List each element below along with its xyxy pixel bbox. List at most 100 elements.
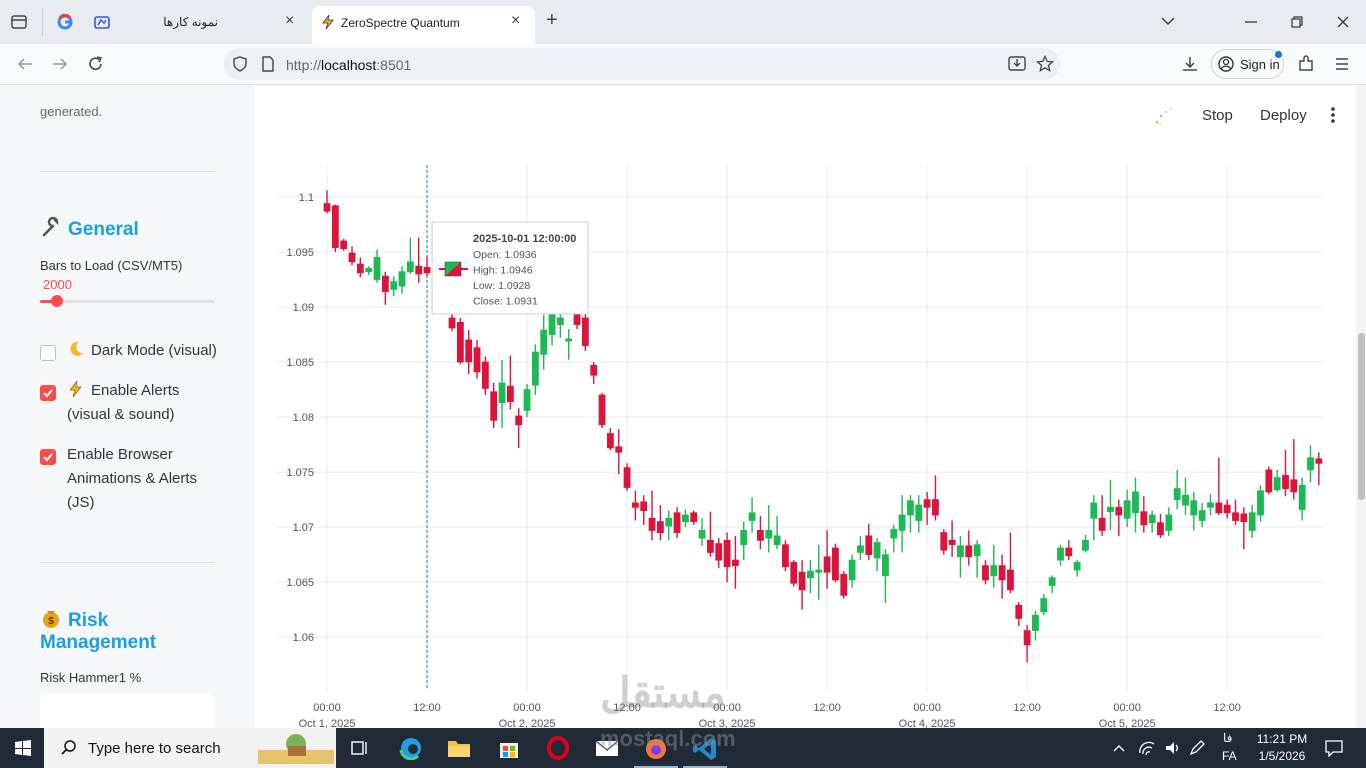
candle-body [1257,490,1264,516]
language-short[interactable]: فا [1223,731,1233,745]
candle-body [373,257,381,280]
number-input[interactable] [40,694,215,728]
volume[interactable] [1164,739,1182,757]
minimize[interactable] [1243,14,1259,30]
tab-favicon [322,14,334,30]
network[interactable] [1138,739,1156,757]
candle [648,490,656,541]
back-button[interactable] [16,56,34,72]
scrollbar-thumb[interactable] [1358,333,1365,500]
forward-button[interactable] [51,56,69,72]
file-explorer[interactable] [447,737,471,759]
candle [606,428,614,451]
search-box[interactable]: Type here to search [44,728,336,768]
menu[interactable] [1334,56,1350,72]
candle [1090,495,1098,541]
checkbox[interactable] [40,345,56,361]
tray-expand[interactable] [1112,741,1126,755]
opera[interactable] [546,736,570,760]
candle [1015,601,1023,627]
candle-body [365,268,373,273]
checkbox[interactable] [40,449,56,465]
site-info[interactable] [232,56,248,72]
candle-body [1315,458,1323,464]
install-app[interactable] [1008,56,1026,72]
candle [823,530,831,589]
candle [598,392,606,429]
candle [1182,477,1189,515]
pen[interactable] [1188,739,1206,757]
edge[interactable] [398,736,424,760]
candle-body [606,433,614,449]
sign-in-button[interactable]: Sign in [1211,49,1284,79]
candle-body [1282,474,1289,489]
tab-title: نمونه کارها [163,15,218,29]
store[interactable] [497,736,521,760]
slider-thumb[interactable] [51,295,63,307]
candle [615,429,623,475]
tab-list[interactable] [1160,15,1176,27]
language-code[interactable]: FA [1222,749,1237,763]
tab-title: ZeroSpectre Quantum [341,16,460,30]
favorite[interactable] [1036,55,1054,73]
tab-close[interactable]: × [511,12,521,29]
notifications[interactable] [1324,739,1344,757]
section-heading: $ Risk Management [40,607,200,654]
candle-body [1132,491,1139,514]
start-button[interactable] [14,739,32,757]
candle [690,510,698,525]
firefox[interactable] [643,736,669,762]
scrollbar[interactable] [1356,85,1366,728]
active-tab[interactable]: ZeroSpectre Quantum × [312,6,535,44]
checkbox-row[interactable]: Enable Browser Animations & Alerts (JS) [40,446,230,515]
candle [907,495,914,533]
candle-body [1073,561,1081,571]
mail[interactable] [594,737,620,759]
candle [1098,495,1106,536]
candle-body [840,574,848,596]
candle-body [1290,479,1298,493]
clock-time[interactable]: 11:21 PM [1256,732,1308,746]
candle-body [1090,502,1098,519]
checkbox[interactable] [40,385,56,401]
new-tab[interactable]: + [546,9,558,31]
main-menu[interactable] [1326,105,1340,125]
stop-button[interactable]: Stop [1202,107,1233,124]
extensions[interactable] [1297,55,1315,73]
tooltip-line: Close: 1.0931 [473,296,538,308]
task-view[interactable] [350,738,370,758]
candle-body [565,338,573,342]
candle [1148,510,1156,533]
reload-button[interactable] [87,55,105,73]
checkbox-row[interactable]: Dark Mode (visual) [40,341,230,363]
candle [932,475,939,521]
candle-body [623,467,631,488]
vscode[interactable] [692,736,718,762]
running-indicator [1155,108,1172,125]
candle-body [998,565,1006,581]
candle [540,314,548,370]
active-indicator [634,766,678,768]
google-icon[interactable] [57,14,73,30]
tab[interactable]: نمونه کارها × [80,6,308,40]
x-tick-label: 12:00 [613,702,641,714]
maximize[interactable] [1289,14,1305,30]
candle [348,246,356,266]
close-window[interactable] [1335,14,1351,30]
slider-track[interactable] [40,300,215,303]
candle [506,355,514,410]
clock-date[interactable]: 1/5/2026 [1258,749,1306,763]
tab-close[interactable]: × [285,12,295,29]
checkbox-row[interactable]: Enable Alerts (visual & sound) [40,380,230,427]
tab-actions-icon[interactable] [10,13,28,31]
candle-body [1190,500,1198,516]
candle-body [1065,547,1073,557]
downloads[interactable] [1181,55,1199,73]
candle-body [448,317,456,329]
address-bar[interactable]: http://localhost:8501 [224,48,1060,80]
deploy-button[interactable]: Deploy [1260,107,1307,124]
candle [406,237,414,274]
candle-body [506,385,514,403]
candle [1173,469,1181,510]
check-mark [43,389,53,398]
